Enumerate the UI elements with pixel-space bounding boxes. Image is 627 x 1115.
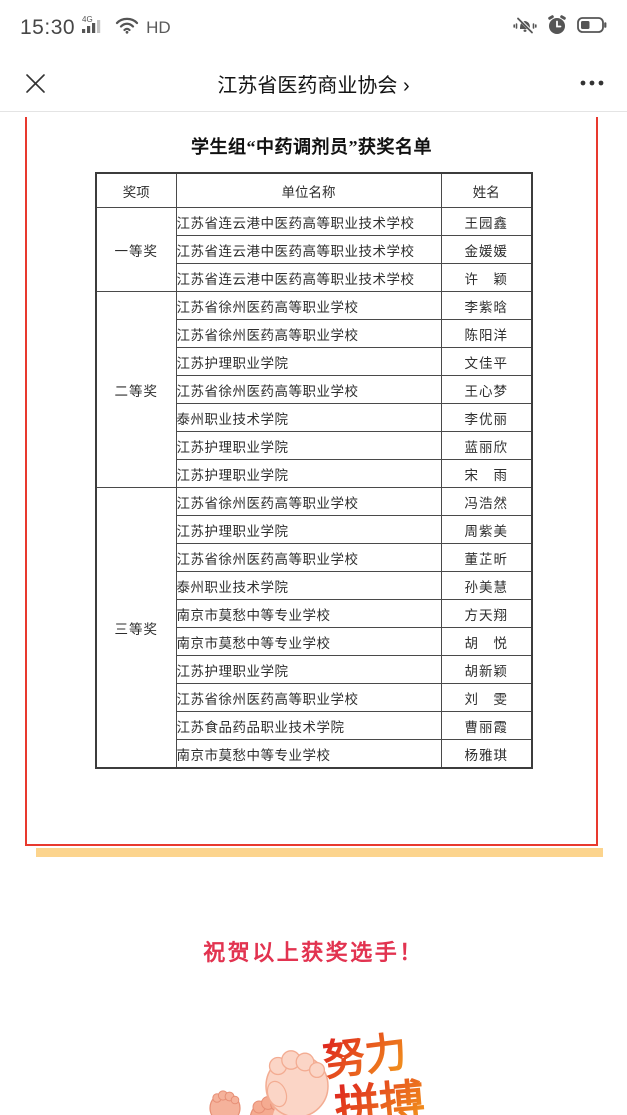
unit-name-cell: 江苏省连云港中医药高等职业技术学校 <box>175 235 442 264</box>
winner-name-cell: 杨雅琪 <box>440 739 533 769</box>
slogan-bottom: 拼搏 <box>333 1076 427 1115</box>
unit-name-cell: 江苏省徐州医药高等职业学校 <box>175 683 442 712</box>
article-scroll-area[interactable]: 学生组“中药调剂员”获奖名单 奖项 单位名称 姓名 一等奖 江苏省连云港中医药高等… <box>0 113 627 1115</box>
unit-name-cell: 江苏省连云港中医药高等职业技术学校 <box>175 207 442 236</box>
winner-name-cell: 宋 雨 <box>440 459 533 488</box>
table-row: 江苏护理职业学院 蓝丽欣 <box>96 431 533 460</box>
winner-name-cell: 文佳平 <box>440 347 533 376</box>
cell-signal-icon: 4G <box>82 14 108 41</box>
winner-name-cell: 胡新颖 <box>440 655 533 684</box>
unit-name-cell: 江苏省徐州医药高等职业学校 <box>175 487 442 516</box>
winner-name-cell: 王园鑫 <box>440 207 533 236</box>
winner-name-cell: 冯浩然 <box>440 487 533 516</box>
table-row: 江苏省连云港中医药高等职业技术学校 金媛媛 <box>96 235 533 264</box>
winner-name-cell: 李紫晗 <box>440 291 533 320</box>
unit-name-cell: 泰州职业技术学院 <box>175 571 442 600</box>
unit-name-cell: 江苏护理职业学院 <box>175 431 442 460</box>
slogan-top: 努力 <box>320 1029 409 1086</box>
unit-name-cell: 南京市莫愁中等专业学校 <box>175 627 442 656</box>
unit-name-cell: 江苏护理职业学院 <box>175 655 442 684</box>
official-account-title[interactable]: 江苏省医药商业协会 › <box>217 74 410 97</box>
column-header-award: 奖项 <box>95 172 177 208</box>
ellipsis-icon <box>580 80 604 86</box>
unit-name-cell: 江苏护理职业学院 <box>175 347 442 376</box>
winner-name-cell: 王心梦 <box>440 375 533 404</box>
fist-small <box>207 1090 241 1115</box>
table-row: 泰州职业技术学院 孙美慧 <box>96 571 533 600</box>
close-icon <box>25 73 45 93</box>
table-row: 江苏护理职业学院 胡新颖 <box>96 655 533 684</box>
table-row: 江苏省徐州医药高等职业学校 王心梦 <box>96 375 533 404</box>
network-type-label: 4G <box>82 15 93 24</box>
unit-name-cell: 江苏省徐州医药高等职业学校 <box>175 319 442 348</box>
table-row: 三等奖 江苏省徐州医药高等职业学校 冯浩然 <box>95 487 533 769</box>
more-menu-button[interactable] <box>575 66 609 100</box>
unit-name-cell: 江苏食品药品职业技术学院 <box>175 711 442 740</box>
unit-name-cell: 江苏省徐州医药高等职业学校 <box>175 375 442 404</box>
award-tier-cell: 一等奖 <box>95 207 177 292</box>
table-row: 江苏护理职业学院 周紫美 <box>96 515 533 544</box>
table-row: 江苏护理职业学院宋 雨 <box>96 459 533 488</box>
winner-name-cell: 蓝丽欣 <box>440 431 533 460</box>
congrats-text: 祝贺以上获奖选手！ <box>203 940 424 965</box>
award-tier-cell: 二等奖 <box>95 291 177 488</box>
unit-name-cell: 江苏护理职业学院 <box>175 459 442 488</box>
battery-icon <box>577 16 607 39</box>
table-row: 江苏省徐州医药高等职业学校 董芷昕 <box>96 543 533 572</box>
winner-name-cell: 李优丽 <box>440 403 533 432</box>
table-row: 泰州职业技术学院 李优丽 <box>96 403 533 432</box>
mute-vibrate-icon <box>513 15 537 40</box>
award-card: 学生组“中药调剂员”获奖名单 奖项 单位名称 姓名 一等奖 江苏省连云港中医药高等… <box>25 117 598 846</box>
table-row: 二等奖 江苏省徐州医药高等职业学校 李紫晗 <box>95 291 533 488</box>
unit-name-cell: 南京市莫愁中等专业学校 <box>175 599 442 628</box>
winner-name-cell: 方天翔 <box>440 599 533 628</box>
unit-name-cell: 江苏省徐州医药高等职业学校 <box>175 543 442 572</box>
status-bar: 15:30 4G HD <box>0 0 627 55</box>
winner-name-cell: 曹丽霞 <box>440 711 533 740</box>
table-row: 江苏省徐州医药高等职业学校 陈阳洋 <box>96 319 533 348</box>
close-button[interactable] <box>18 66 52 100</box>
table-row: 南京市莫愁中等专业学校 杨雅琪 <box>96 739 533 769</box>
striving-fists-illustration: 努力 拼搏 <box>185 1028 455 1115</box>
winner-name-cell: 陈阳洋 <box>440 319 533 348</box>
unit-name-cell: 南京市莫愁中等专业学校 <box>175 739 442 769</box>
winner-name-cell: 许 颖 <box>440 263 533 292</box>
unit-name-cell: 江苏省连云港中医药高等职业技术学校 <box>175 263 442 292</box>
alarm-clock-icon <box>546 15 568 40</box>
hd-volte-label: HD <box>146 17 171 37</box>
unit-name-cell: 江苏省徐州医药高等职业学校 <box>175 291 442 320</box>
fist-large <box>264 1050 329 1115</box>
unit-name-cell: 江苏护理职业学院 <box>175 515 442 544</box>
table-row: 江苏食品药品职业技术学院 曹丽霞 <box>96 711 533 740</box>
unit-name-cell: 泰州职业技术学院 <box>175 403 442 432</box>
winner-name-cell: 金媛媛 <box>440 235 533 264</box>
award-table-title: 学生组“中药调剂员”获奖名单 <box>191 137 432 157</box>
winner-name-cell: 董芷昕 <box>440 543 533 572</box>
column-header-name: 姓名 <box>440 172 533 208</box>
winner-name-cell: 刘 雯 <box>440 683 533 712</box>
award-table: 奖项 单位名称 姓名 一等奖 江苏省连云港中医药高等职业技术学校 王园鑫 江苏省连云港… <box>95 172 533 769</box>
clock-time: 15:30 <box>20 15 76 39</box>
award-tier-cell: 三等奖 <box>95 487 177 769</box>
wifi-icon <box>115 15 139 40</box>
winner-name-cell: 孙美慧 <box>440 571 533 600</box>
winner-name-cell: 周紫美 <box>440 515 533 544</box>
winner-name-cell: 胡 悦 <box>440 627 533 656</box>
table-row: 一等奖 江苏省连云港中医药高等职业技术学校 王园鑫 <box>95 207 533 292</box>
award-table-body: 一等奖 江苏省连云港中医药高等职业技术学校 王园鑫 江苏省连云港中医药高等职业技术学校… <box>95 207 533 769</box>
card-shadow <box>36 848 603 857</box>
article-header: 江苏省医药商业协会 › <box>0 55 627 112</box>
column-header-unit: 单位名称 <box>175 172 442 208</box>
award-table-header-row: 奖项 单位名称 姓名 <box>95 172 533 208</box>
table-row: 南京市莫愁中等专业学校胡 悦 <box>96 627 533 656</box>
